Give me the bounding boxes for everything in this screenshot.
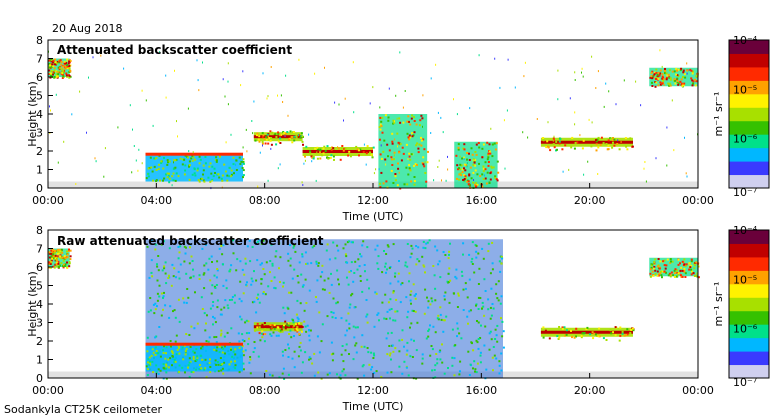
colorbar-tick-label: 10⁻⁴: [733, 224, 758, 237]
colorbar-label: m⁻¹ sr⁻¹: [712, 282, 725, 327]
x-tick-label: 00:00: [32, 384, 64, 397]
x-tick-label: 00:00: [682, 194, 714, 207]
x-tick-label: 12:00: [357, 384, 389, 397]
y-tick-label: 2: [36, 335, 43, 348]
colorbar-segment: [729, 93, 769, 108]
panel-attenuated: Attenuated backscatter coefficient 0 1 2 3 4…: [26, 34, 770, 223]
colorbar-segment: [729, 230, 769, 244]
x-tick-label: 04:00: [140, 384, 172, 397]
x-axis-label: Time (UTC): [342, 400, 404, 413]
colorbar-segment: [729, 174, 769, 189]
x-axis: 00:00 04:00 08:00 12:00 16:00 20:00 00:00: [32, 183, 714, 207]
colorbar-segment: [729, 40, 769, 54]
colorbar-segment: [729, 297, 769, 312]
feature-cloud-layer: [302, 145, 375, 161]
feature-cloud-layer: [253, 320, 304, 336]
y-tick-label: 7: [36, 53, 43, 66]
colorbar-segment: [729, 161, 769, 176]
colorbar-tick-label: 10⁻⁵: [733, 83, 757, 96]
x-tick-label: 12:00: [357, 194, 389, 207]
colorbar-segment: [729, 283, 769, 298]
colorbar-segment: [729, 364, 769, 379]
y-tick-label: 5: [36, 90, 43, 103]
feature-convective: [378, 114, 429, 190]
x-tick-label: 04:00: [140, 194, 172, 207]
colorbar-segment: [729, 351, 769, 366]
panel-title: Attenuated backscatter coefficient: [57, 43, 292, 57]
y-tick-label: 4: [36, 108, 43, 121]
y-tick-label: 8: [36, 224, 43, 237]
colorbar-segment: [729, 120, 769, 135]
colorbar-segment: [729, 256, 769, 271]
colorbar-frame: [728, 39, 770, 189]
colorbar-segment: [729, 324, 769, 339]
y-tick-label: 1: [36, 354, 43, 367]
colorbar-segment: [729, 147, 769, 162]
colorbar-segment: [729, 337, 769, 352]
feature-cloud-layer: [540, 326, 635, 342]
colorbar-segment: [729, 107, 769, 122]
colorbar-tick-label: 10⁻⁴: [733, 34, 758, 47]
colorbar-segment: [729, 243, 769, 258]
station-label: Sodankyla CT25K ceilometer: [4, 403, 163, 416]
y-tick-label: 3: [36, 317, 43, 330]
feature-convective: [454, 141, 500, 189]
x-axis-label: Time (UTC): [342, 210, 404, 223]
colorbar-tick-label: 10⁻⁶: [733, 323, 758, 336]
date-label: 20 Aug 2018: [52, 22, 122, 35]
colorbar: 10⁻⁴ 10⁻⁵ 10⁻⁶ 10⁻⁷: [728, 224, 770, 389]
colorbar: 10⁻⁴ 10⁻⁵ 10⁻⁶ 10⁻⁷: [728, 34, 770, 199]
colorbar-segment: [729, 53, 769, 68]
feature-cloud: [48, 58, 72, 79]
x-tick-label: 20:00: [574, 194, 606, 207]
feature-boundary-layer: [145, 342, 245, 374]
colorbar-tick-label: 10⁻⁷: [733, 376, 757, 389]
y-tick-label: 1: [36, 164, 43, 177]
colorbar-tick-label: 10⁻⁶: [733, 133, 758, 146]
colorbar-tick-label: 10⁻⁷: [733, 186, 757, 199]
y-tick-label: 6: [36, 261, 43, 274]
colorbar-segment: [729, 66, 769, 81]
x-axis: 00:00 04:00 08:00 12:00 16:00 20:00 00:00: [32, 373, 714, 397]
y-tick-label: 0: [36, 372, 43, 385]
feature-cloud: [649, 67, 699, 88]
panel-raw: Raw attenuated backscatter coefficient 0…: [26, 224, 770, 413]
y-tick-label: 5: [36, 280, 43, 293]
x-tick-label: 16:00: [465, 384, 497, 397]
y-axis: 0 1 2 3 4 5 6 7 8: [36, 224, 53, 385]
colorbar-segment: [729, 134, 769, 149]
y-axis: 0 1 2 3 4 5 6 7 8: [36, 34, 53, 195]
x-tick-label: 08:00: [249, 194, 281, 207]
feature-cloud-layer: [540, 136, 634, 152]
colorbar-tick-label: 10⁻⁵: [733, 273, 757, 286]
y-tick-label: 3: [36, 127, 43, 140]
feature-cloud-layer: [253, 130, 304, 146]
x-tick-label: 16:00: [465, 194, 497, 207]
y-tick-label: 0: [36, 182, 43, 195]
colorbar-frame: [728, 229, 770, 379]
y-tick-label: 4: [36, 298, 43, 311]
y-axis-label: Height (km): [26, 81, 39, 147]
feature-boundary-layer: [145, 152, 245, 184]
x-tick-label: 20:00: [574, 384, 606, 397]
y-tick-label: 8: [36, 34, 43, 47]
y-tick-label: 2: [36, 145, 43, 158]
colorbar-segment: [729, 270, 769, 285]
panel-title: Raw attenuated backscatter coefficient: [57, 234, 324, 248]
speckle-layer: [48, 49, 698, 190]
y-tick-label: 7: [36, 243, 43, 256]
colorbar-segment: [729, 80, 769, 95]
y-tick-label: 6: [36, 71, 43, 84]
feature-cloud: [48, 248, 72, 269]
colorbar-segment: [729, 310, 769, 325]
x-tick-label: 00:00: [682, 384, 714, 397]
feature-cloud: [649, 257, 700, 279]
y-axis-label: Height (km): [26, 271, 39, 337]
colorbar-label: m⁻¹ sr⁻¹: [712, 92, 725, 137]
x-tick-label: 00:00: [32, 194, 64, 207]
x-tick-label: 08:00: [249, 384, 281, 397]
